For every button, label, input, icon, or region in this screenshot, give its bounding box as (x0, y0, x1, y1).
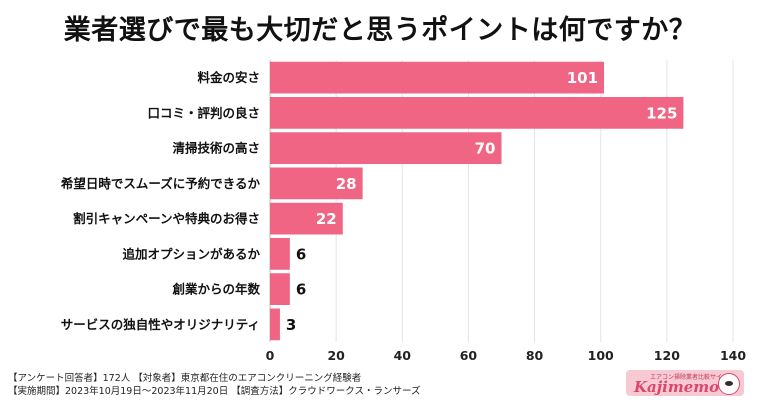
category-label: 清掃技術の高さ (172, 141, 260, 156)
kajimemo-logo: エアコン掃除業者比較サイト Kajimemo (626, 370, 744, 396)
bar (270, 238, 290, 270)
category-label: サービスの独自性やオリジナリティ (61, 317, 260, 332)
value-label: 3 (286, 316, 296, 334)
x-tick-label: 80 (526, 348, 544, 363)
x-tick-labels: 0 20 40 60 80 100 120 140 (266, 348, 747, 363)
category-label: 料金の安さ (197, 70, 260, 85)
sheep-mascot-icon (718, 373, 740, 395)
category-label: 追加オプションがあるか (122, 246, 260, 261)
x-tick-label: 20 (327, 348, 345, 363)
category-labels: 料金の安さ口コミ・評判の良さ清掃技術の高さ希望日時でスムーズに予約できるか割引キ… (60, 70, 261, 332)
category-label: 割引キャンペーンや特典のお得さ (73, 211, 260, 226)
footnote-line-period: 【実施期間】2023年10月19日～2023年11月20日 【調査方法】クラウド… (8, 386, 421, 397)
bar (270, 167, 363, 200)
value-label: 6 (296, 281, 306, 299)
logo-tagline: エアコン掃除業者比較サイト (650, 374, 729, 381)
logo-name: Kajimemo (634, 378, 720, 396)
x-tick-label: 60 (460, 348, 478, 363)
x-tick-label: 40 (394, 348, 412, 363)
bars (270, 61, 684, 341)
footnote-line-respondents: 【アンケート回答者】172人 【対象者】東京都在住のエアコンクリーニング経験者 (8, 373, 362, 384)
category-label: 希望日時でスムーズに予約できるか (60, 176, 261, 191)
bar (270, 132, 502, 164)
x-tick-label: 120 (654, 348, 680, 363)
bar-chart: 料金の安さ口コミ・評判の良さ清掃技術の高さ希望日時でスムーズに予約できるか割引キ… (60, 60, 747, 363)
bar (270, 61, 605, 94)
bar (270, 97, 684, 129)
category-label: 口コミ・評判の良さ (147, 105, 260, 120)
bar (270, 202, 343, 235)
value-label: 125 (646, 104, 677, 122)
value-label: 101 (567, 69, 598, 87)
value-label: 28 (336, 175, 357, 193)
x-tick-label: 0 (266, 348, 275, 363)
x-tick-label: 140 (720, 348, 746, 363)
chart-title: 業者選びで最も大切だと思うポイントは何ですか？ (63, 15, 697, 46)
survey-footnote: 【アンケート回答者】172人 【対象者】東京都在住のエアコンクリーニング経験者 … (8, 372, 420, 398)
x-tick-label: 100 (588, 348, 614, 363)
value-label: 6 (296, 245, 306, 263)
bar (270, 308, 280, 341)
bar (270, 273, 290, 305)
value-label: 70 (475, 140, 496, 158)
category-label: 創業からの年数 (171, 282, 260, 297)
value-label: 22 (316, 210, 337, 228)
